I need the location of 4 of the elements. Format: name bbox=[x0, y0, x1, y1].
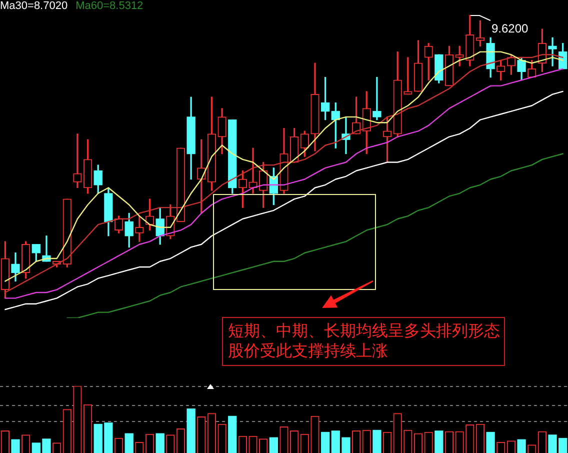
annotation: 9.6200 bbox=[492, 22, 529, 36]
text: Ma30=8.7020 bbox=[0, 0, 68, 12]
text: Ma60=8.5312 bbox=[76, 0, 144, 12]
text: 短期、中期、长期均线呈多头排列形态股价受此支撑持续上涨 bbox=[222, 317, 505, 366]
